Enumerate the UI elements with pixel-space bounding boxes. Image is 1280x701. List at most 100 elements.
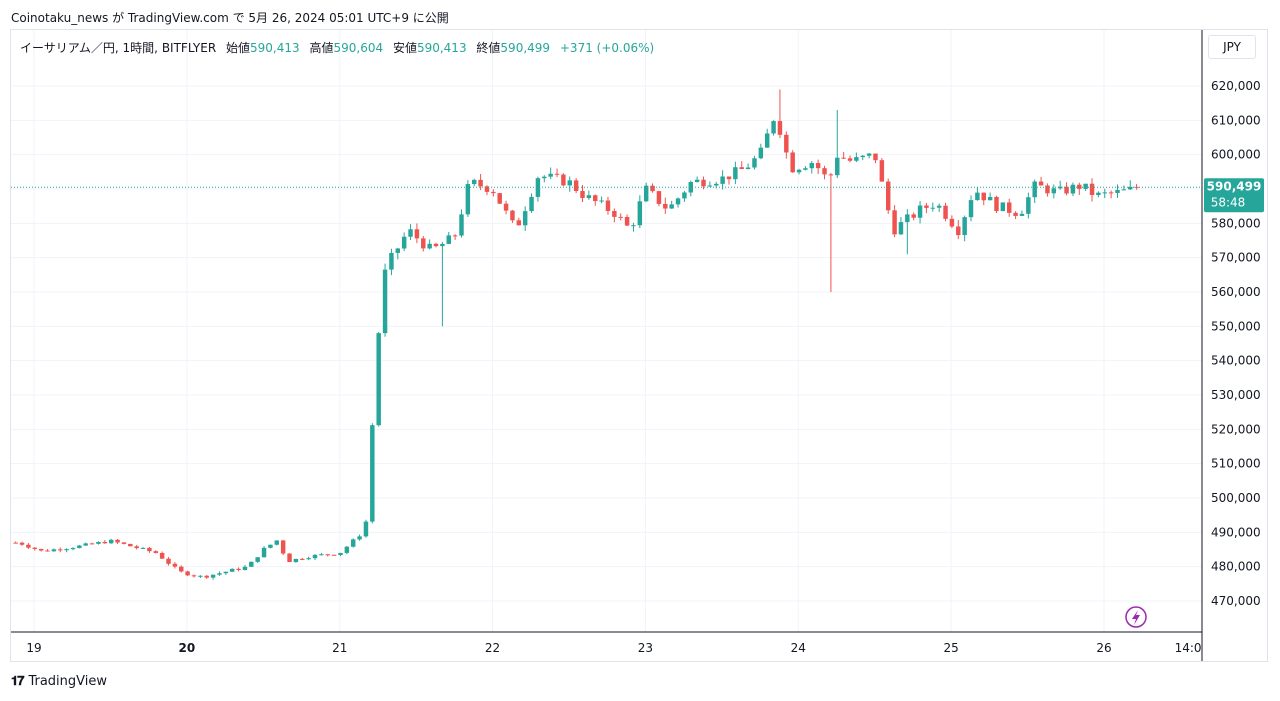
candle-body [1083,183,1088,189]
candle-body [1006,202,1012,213]
price-tick-label: 540,000 [1211,354,1261,368]
price-tick-label: 490,000 [1211,525,1261,539]
candle-body [96,541,101,544]
candle-body [835,157,840,176]
candle-body [599,200,604,202]
candle-body [650,185,655,192]
candle-body [828,174,834,176]
tradingview-brand[interactable]: 𝟏𝟕 TradingView [11,674,107,689]
candle-body [1045,185,1050,194]
candle-body [179,566,184,572]
candle-body [981,192,986,201]
candle-body [13,542,18,544]
candle-body [159,552,165,559]
time-tick-label: 25 [944,641,959,655]
candle-body [45,550,50,552]
grid-lines [11,30,1202,632]
candle-body [89,543,95,545]
candle-body [879,160,885,182]
candle-body [975,192,980,201]
candle-body [58,549,63,551]
time-tick-label: 21 [332,641,347,655]
candle-body [758,147,764,159]
candle-body [172,563,178,567]
candle-body [586,195,592,199]
high-value: 590,604 [333,41,384,55]
symbol-name[interactable]: イーサリアム／円, 1時間, BITFLYER [20,41,217,55]
candle-body [408,229,413,237]
candle-body [414,229,420,239]
candle-body [331,554,337,556]
candle-body [140,547,146,549]
candle-body [784,134,789,153]
candle-body [675,198,681,205]
candle-body [803,168,808,170]
time-tick-label: 23 [638,641,653,655]
price-tick-label: 570,000 [1211,251,1261,265]
candle-body [236,568,241,570]
time-axis[interactable]: 19 20 21 22 23 24 25 26 14:0 [26,641,1201,655]
candle-body [433,243,439,247]
candle-body [459,214,464,236]
candle-body [885,181,891,211]
time-tick-label: 24 [791,641,806,655]
close-value: 590,499 [500,41,551,55]
candle-body [287,553,292,563]
open-value: 590,413 [250,41,300,55]
candle-body [701,179,706,187]
lightning-icon[interactable] [1125,606,1147,628]
candle-body [580,191,585,199]
candle-body [249,561,254,567]
candle-body [873,153,878,161]
time-tick-label: 19 [26,641,41,655]
candle-body [809,163,815,169]
candle-body [1102,192,1107,194]
candle-body [229,568,235,572]
candle-body [847,158,853,161]
price-tick-label: 560,000 [1211,285,1261,299]
candle-body [949,218,955,227]
candle-body [936,205,942,208]
currency-button[interactable]: JPY [1208,35,1256,59]
candle-body [325,554,330,556]
candle-body [1121,189,1127,191]
candle-body [370,425,375,522]
candle-body [866,153,872,156]
price-tick-label: 510,000 [1211,457,1261,471]
candle-body [854,157,859,161]
candle-body [548,173,553,177]
candle-body [503,203,509,211]
candle-body [573,180,579,192]
candle-body [191,575,197,577]
candle-body [739,167,744,170]
candle-body [471,179,477,185]
candle-body [51,549,57,552]
price-badge-price: 590,499 [1207,179,1262,193]
close-label: 終値 [476,41,501,55]
candle-body [217,573,222,575]
candle-body [669,204,674,209]
candle-body [198,575,203,577]
candle-body [280,540,286,554]
price-tick-label: 550,000 [1211,319,1261,333]
candle-body [357,536,362,540]
candle-body [663,203,668,209]
time-tick-label: 14:0 [1175,641,1202,655]
candle-body [733,167,738,180]
time-tick-label: 22 [485,641,500,655]
price-axis[interactable]: 620,000610,000600,000590,000580,000570,0… [1211,79,1261,608]
candle-body [720,176,725,184]
candle-body [1089,183,1095,195]
candle-body [427,243,432,249]
candle-body [930,207,936,209]
candle-body [421,238,426,249]
candle-body [306,558,311,560]
price-tick-label: 610,000 [1211,113,1261,127]
candle-body [924,205,929,208]
price-badge-countdown: 58:48 [1211,195,1246,209]
candle-body [956,226,961,236]
publish-info: Coinotaku_news が TradingView.com で 5月 26… [11,11,449,25]
candle-body [612,210,617,217]
candle-body [376,333,381,426]
